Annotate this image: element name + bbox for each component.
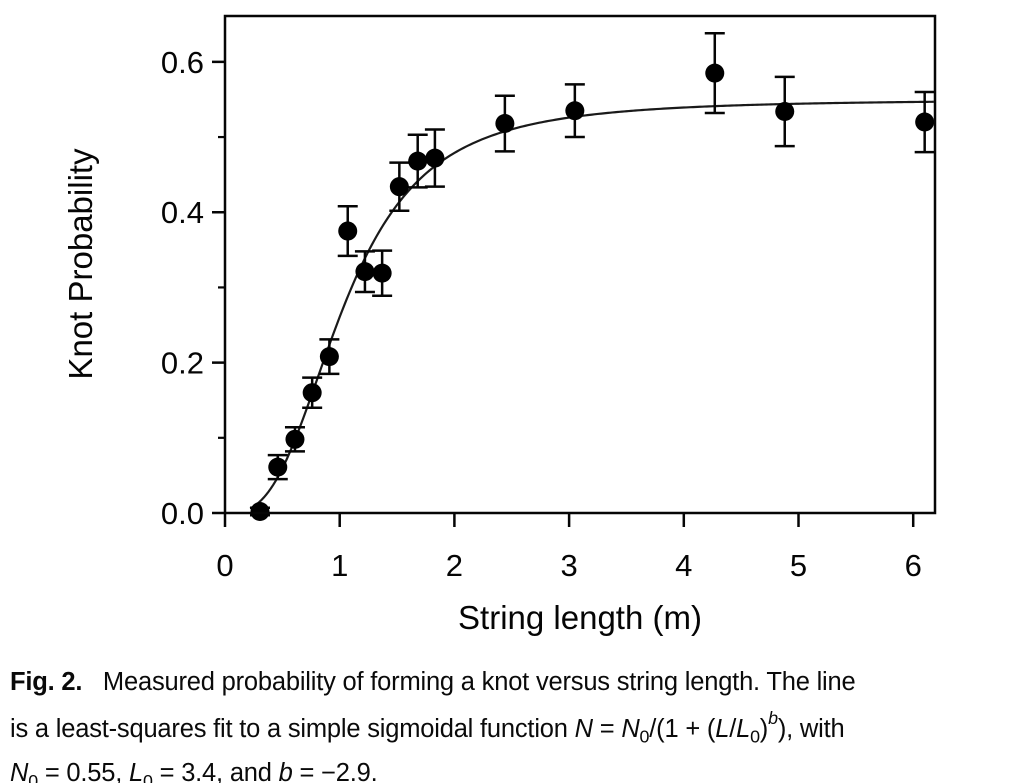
x-tick-label: 2 xyxy=(446,548,463,583)
caption-segment: / xyxy=(729,714,737,743)
y-axis-label: Knot Probability xyxy=(62,148,99,380)
chart-area: 0.0 0.2 0.4 0.6 0 1 2 3 4 5 6 Knot Probability Str… xyxy=(62,14,937,636)
plot-box xyxy=(223,14,937,515)
x-tick-label: 5 xyxy=(790,548,807,583)
caption-segment: = xyxy=(592,714,622,743)
caption-segment: = −2.9. xyxy=(292,758,378,783)
data-point xyxy=(495,114,515,134)
x-tick-label: 4 xyxy=(675,548,692,583)
caption-segment: 0 xyxy=(28,770,38,783)
caption-segment: b xyxy=(278,758,293,783)
data-point xyxy=(705,63,725,83)
data-point xyxy=(285,429,305,449)
x-tick-label: 6 xyxy=(905,548,922,583)
caption-segment: /(1 + ( xyxy=(649,714,716,743)
data-point xyxy=(372,263,392,283)
figure-caption: Fig. 2. Measured probability of forming … xyxy=(10,664,1006,783)
caption-segment: ) xyxy=(759,714,769,743)
y-tick-label: 0.4 xyxy=(161,195,204,230)
caption-segment: = 0.55, xyxy=(37,758,130,783)
data-point xyxy=(338,221,358,241)
fit-curve xyxy=(249,100,934,510)
x-axis-label: String length (m) xyxy=(458,599,702,636)
data-point xyxy=(250,501,270,521)
caption-segment: Measured probability of forming a knot v… xyxy=(10,668,856,743)
plot-layer: 0.0 0.2 0.4 0.6 0 1 2 3 4 5 6 xyxy=(161,14,937,583)
caption-segment: 0 xyxy=(750,726,760,747)
caption-segment: N xyxy=(621,714,640,743)
caption-segment: N xyxy=(574,714,593,743)
data-point xyxy=(425,148,445,168)
data-point xyxy=(302,383,322,403)
caption-segment: 0 xyxy=(143,770,153,783)
data-point xyxy=(355,262,375,282)
caption-segment: 0 xyxy=(639,726,650,747)
y-tick-label: 0.0 xyxy=(161,496,204,531)
y-tick-label: 0.2 xyxy=(161,346,204,381)
data-point xyxy=(408,151,428,171)
x-tick-label: 0 xyxy=(216,548,233,583)
caption-segment: L xyxy=(736,714,751,743)
caption-segment: ), with xyxy=(777,714,845,743)
caption-segment: L xyxy=(715,714,730,743)
caption-segment: L xyxy=(129,758,143,783)
caption-segment: = 3.4, and xyxy=(152,758,279,783)
caption-segment: N xyxy=(10,758,29,783)
data-point xyxy=(268,457,288,477)
data-point xyxy=(915,112,935,132)
caption-segment: Fig. 2. xyxy=(10,668,83,696)
x-tick-label: 3 xyxy=(560,548,577,583)
data-point xyxy=(319,347,339,367)
data-point xyxy=(389,177,409,197)
y-tick-label: 0.6 xyxy=(161,45,204,80)
caption-segment: b xyxy=(768,708,778,728)
x-tick-label: 1 xyxy=(331,548,348,583)
data-point xyxy=(775,101,795,121)
data-point xyxy=(565,101,585,121)
knot-probability-chart: 0.0 0.2 0.4 0.6 0 1 2 3 4 5 6 Knot Probability Str… xyxy=(62,14,937,636)
